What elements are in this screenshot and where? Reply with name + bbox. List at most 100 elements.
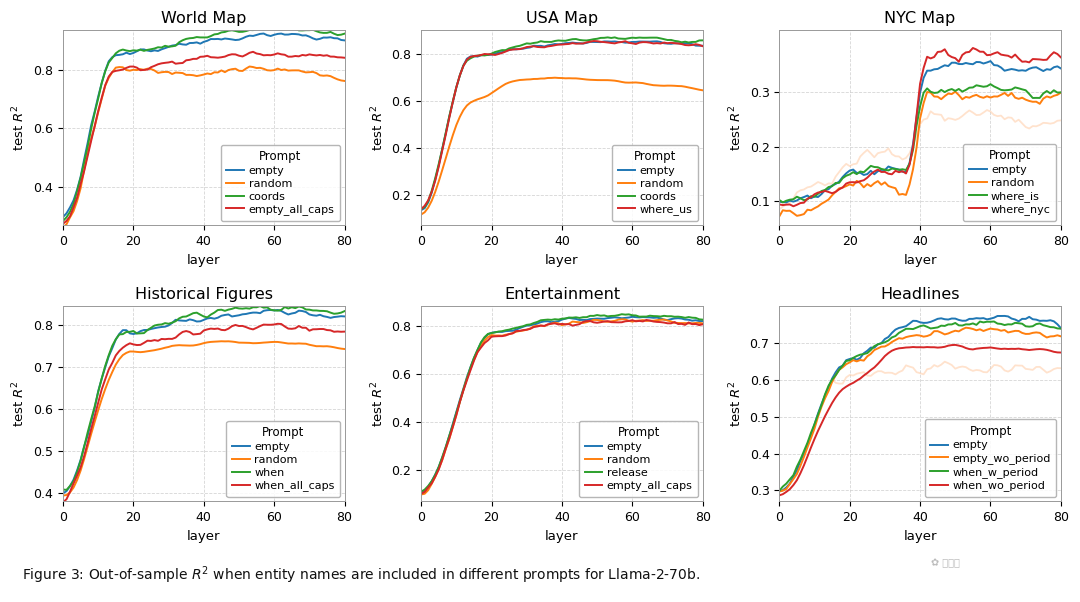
random [302,69,315,76]
empty [773,198,786,205]
coords [661,36,674,43]
empty_wo_period [959,324,972,331]
X-axis label: layer: layer [187,253,220,267]
random [661,82,674,89]
empty [591,315,604,322]
empty [622,39,635,46]
random [594,76,607,84]
empty [288,309,301,317]
empty [415,206,428,214]
empty_wo_period [984,325,997,332]
coords [672,38,685,45]
Title: Headlines: Headlines [880,287,960,302]
random [984,94,997,101]
when [293,303,306,310]
empty [672,40,685,47]
empty_all_caps [591,319,604,326]
Line: when: when [63,306,345,490]
empty_all_caps [647,318,660,325]
empty [773,488,786,495]
where_is [1034,95,1047,102]
when [60,486,73,494]
coords [268,25,281,32]
empty_all_caps [268,51,281,58]
empty_all_caps [232,52,245,60]
random [672,319,685,326]
empty [1054,324,1067,332]
coords [56,217,69,225]
release [661,312,674,320]
where_nyc [1023,59,1036,66]
coords [302,26,315,34]
empty [569,315,582,323]
random [415,211,428,218]
Line: where_is: where_is [780,84,1061,202]
when_wo_period [953,342,966,349]
Line: when_w_period: when_w_period [780,321,1061,491]
when_w_period [1029,320,1042,327]
where_us [672,40,685,47]
random [625,318,638,325]
empty [591,39,604,46]
empty_all_caps [640,316,653,323]
random [288,340,301,347]
empty_all_caps [313,51,326,58]
where_is [1054,88,1067,96]
when [318,308,330,315]
empty [313,35,326,42]
empty [625,313,638,320]
when_wo_period [1054,349,1067,356]
release [647,312,660,320]
release [616,311,629,318]
when_w_period [1005,321,1018,328]
random [697,320,710,327]
Line: empty: empty [780,61,1061,202]
empty_all_caps [415,490,428,497]
Legend: empty, empty_wo_period, when_w_period, when_wo_period: empty, empty_wo_period, when_w_period, w… [924,419,1056,497]
Line: when_wo_period: when_wo_period [780,345,1061,495]
empty [661,317,674,324]
Line: random: random [63,66,345,228]
empty [931,66,944,73]
where_nyc [1009,51,1022,58]
when_all_caps [271,320,284,327]
when [215,306,228,313]
when_wo_period [773,492,786,499]
when_all_caps [288,324,301,332]
where_is [953,85,966,93]
empty [232,36,245,43]
empty [1009,66,1022,73]
coords [313,29,326,36]
random [549,74,562,81]
random [569,318,582,326]
empty [569,39,582,46]
random [949,88,962,95]
where_is [777,199,789,206]
random [647,82,660,89]
Title: Historical Figures: Historical Figures [135,287,273,302]
coords [338,30,351,37]
empty_wo_period [1020,330,1032,338]
coords [288,25,301,33]
when_w_period [987,318,1000,325]
empty [697,317,710,324]
Y-axis label: test $R^2$: test $R^2$ [369,104,386,151]
random [338,77,351,84]
X-axis label: layer: layer [903,253,936,267]
when_w_period [1020,323,1032,330]
when_w_period [949,320,962,327]
coords [569,36,582,43]
X-axis label: layer: layer [545,253,579,267]
empty_wo_period [773,488,786,495]
Line: when_all_caps: when_all_caps [63,324,345,502]
where_is [987,83,1000,90]
random [661,317,674,324]
random [243,63,256,70]
empty [56,489,69,497]
release [591,311,604,318]
release [415,488,428,495]
random [415,491,428,498]
random [215,338,228,345]
random [573,75,586,82]
empty [647,314,660,321]
